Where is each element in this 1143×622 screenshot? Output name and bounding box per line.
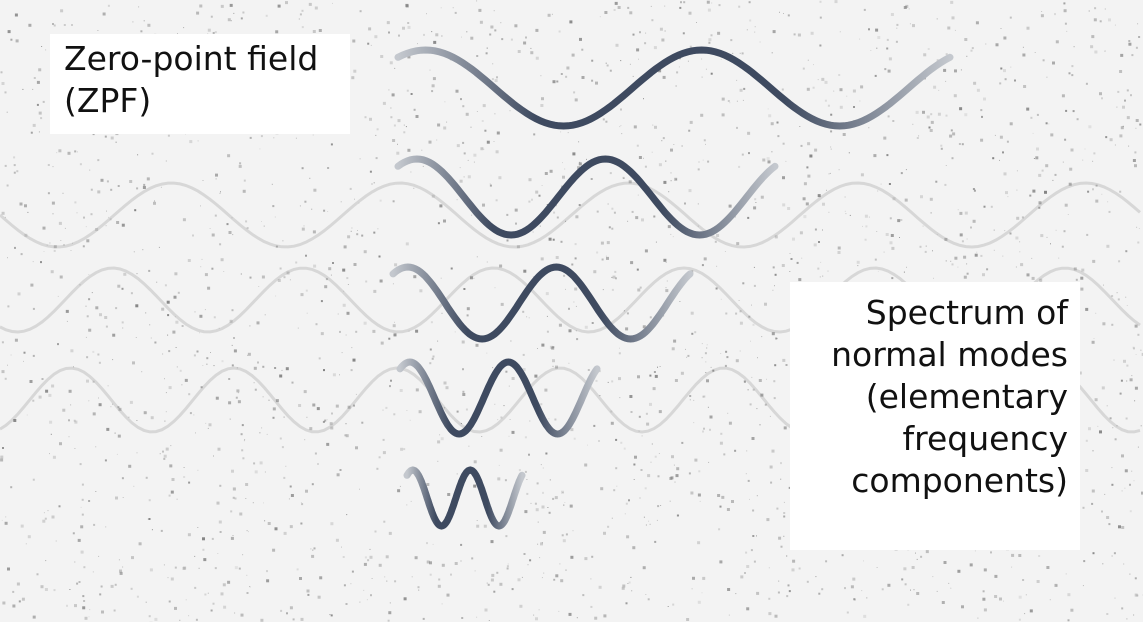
zpf-label-line-2: (ZPF) — [64, 81, 152, 120]
normal-mode-wave-5 — [403, 466, 526, 530]
background-wave-trace — [0, 181, 1141, 249]
normal-mode-wave-3 — [389, 263, 694, 343]
spectrum-label-line-3: (elementary — [865, 377, 1068, 416]
spectrum-label-line-5: components) — [851, 461, 1068, 500]
spectrum-label-line-1: Spectrum of — [865, 293, 1068, 332]
spectrum-label: Spectrum of normal modes (elementary fre… — [790, 282, 1080, 550]
normal-mode-wave-2 — [394, 155, 779, 239]
spectrum-label-line-2: normal modes — [831, 335, 1068, 374]
normal-mode-wave-4 — [396, 358, 601, 438]
normal-mode-wave-1 — [394, 46, 954, 130]
zpf-label: Zero-point field (ZPF) — [50, 34, 350, 134]
spectrum-label-line-4: frequency — [902, 419, 1068, 458]
zpf-label-line-1: Zero-point field — [64, 39, 319, 78]
